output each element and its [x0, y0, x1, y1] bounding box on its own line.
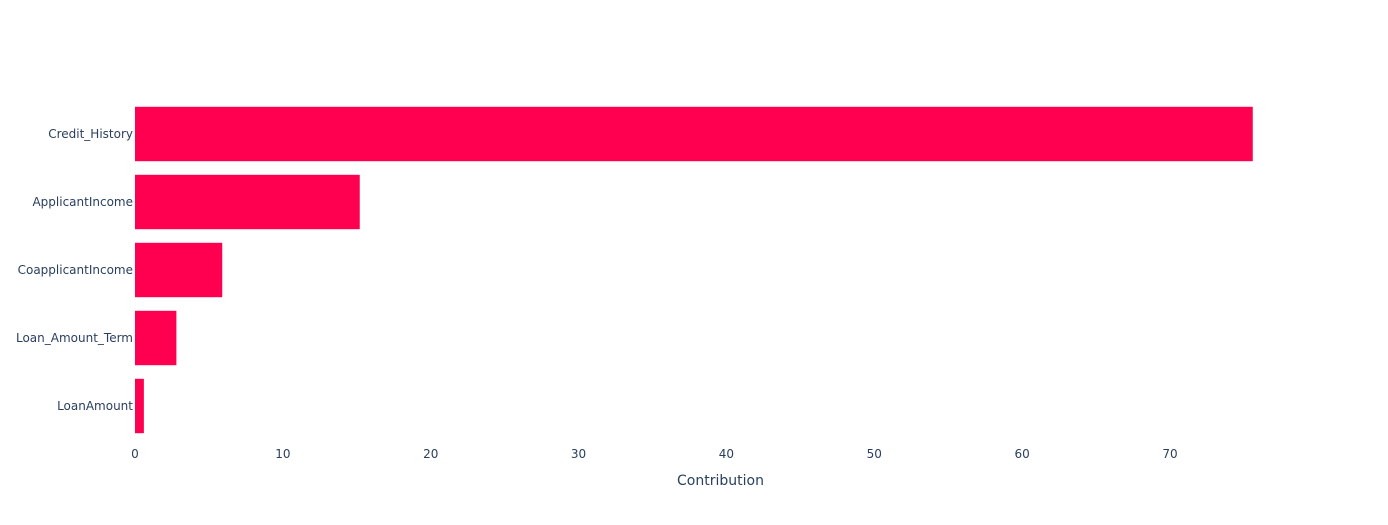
x-tick-label: 30 — [571, 447, 586, 461]
bars-layer — [135, 106, 1253, 434]
bar-coapplicantincome[interactable] — [135, 242, 223, 298]
bar-loan-amount-term[interactable] — [135, 310, 177, 366]
x-tick-label: 10 — [275, 447, 290, 461]
x-axis-title: Contribution — [677, 473, 764, 489]
bar-credit-history[interactable] — [135, 106, 1253, 162]
x-tick-label: 60 — [1014, 447, 1029, 461]
y-tick-label: LoanAmount — [57, 399, 133, 413]
y-axis-labels: Credit_History ApplicantIncome Coapplicant… — [16, 127, 133, 413]
y-tick-label: ApplicantIncome — [32, 195, 133, 209]
y-tick-label: Credit_History — [48, 127, 133, 141]
bar-loanamount[interactable] — [135, 378, 144, 434]
x-tick-label: 70 — [1162, 447, 1177, 461]
x-axis-labels: 0 10 20 30 40 50 60 70 — [131, 447, 1177, 461]
x-tick-label: 50 — [867, 447, 882, 461]
bar-applicantincome[interactable] — [135, 174, 360, 230]
x-tick-label: 40 — [719, 447, 734, 461]
x-tick-label: 20 — [423, 447, 438, 461]
y-tick-label: CoapplicantIncome — [18, 263, 133, 277]
y-tick-label: Loan_Amount_Term — [16, 331, 133, 345]
x-tick-label: 0 — [131, 447, 139, 461]
